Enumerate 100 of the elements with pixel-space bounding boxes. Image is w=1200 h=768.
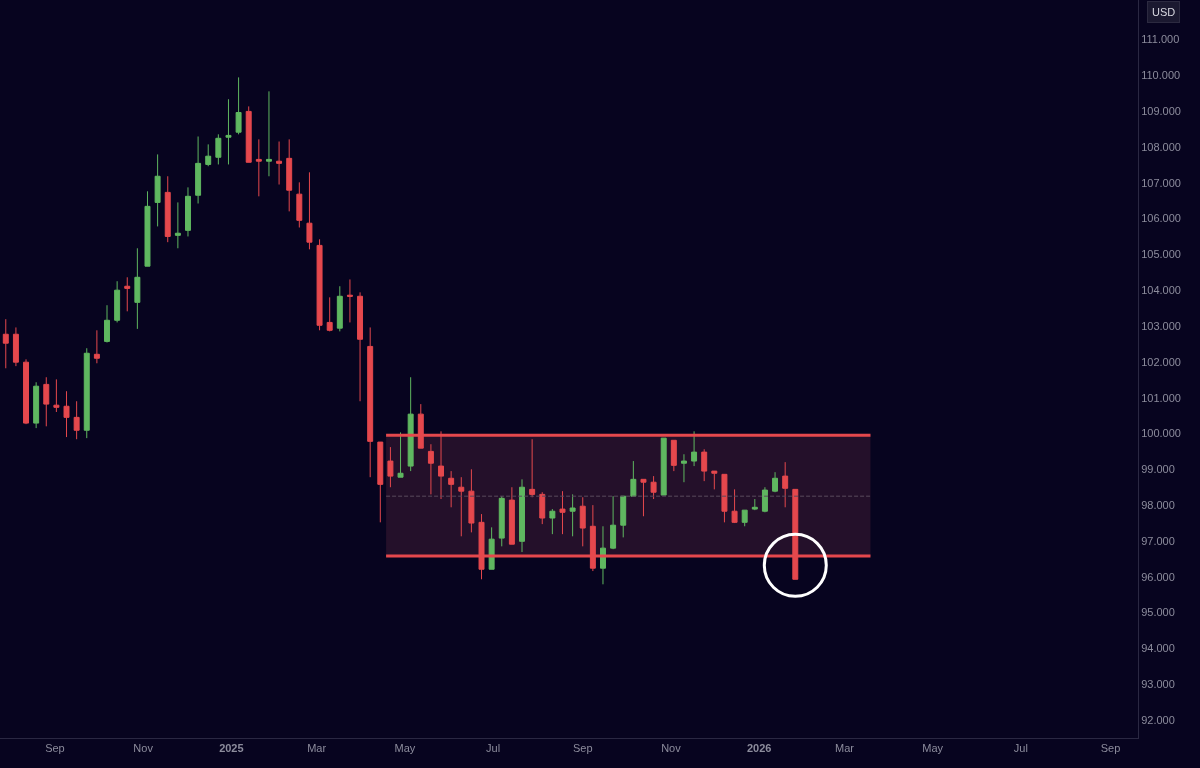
candlestick	[772, 471, 779, 493]
candlestick	[569, 493, 576, 537]
y-tick-label: 93.000	[1141, 678, 1175, 691]
candlestick	[397, 431, 404, 478]
candlestick	[519, 478, 525, 553]
candlestick	[407, 376, 414, 472]
candlestick	[73, 400, 80, 440]
candlestick	[529, 438, 536, 498]
y-tick-label: 109.000	[1141, 104, 1181, 117]
candlestick	[640, 478, 647, 517]
candlestick	[680, 453, 687, 483]
candlestick	[346, 278, 353, 323]
candlestick	[185, 186, 191, 237]
candlestick	[670, 439, 677, 472]
candlestick	[691, 430, 698, 467]
candlestick	[579, 496, 586, 547]
candlestick	[630, 460, 637, 497]
y-tick-label: 92.000	[1141, 713, 1175, 726]
x-tick-label: Mar	[307, 742, 327, 755]
candlestick	[124, 276, 131, 312]
candlestick	[215, 133, 222, 165]
candlestick	[225, 98, 232, 165]
candlestick	[83, 347, 90, 439]
candlestick	[276, 141, 283, 185]
y-tick-label: 94.000	[1141, 642, 1175, 655]
y-tick-label: 95.000	[1141, 606, 1175, 619]
candlestick	[265, 90, 272, 177]
x-tick-label: Jul	[1013, 742, 1028, 755]
y-axis-title: USD	[1152, 6, 1176, 18]
candlestick	[539, 491, 546, 525]
y-tick-label: 102.000	[1141, 355, 1181, 368]
x-tick-label: Nov	[661, 742, 682, 755]
candlestick	[195, 135, 202, 204]
x-tick-label: Sep	[1100, 742, 1121, 755]
candlestick	[53, 378, 60, 413]
candlestick	[782, 461, 789, 508]
y-tick-label: 100.000	[1141, 427, 1181, 440]
candlestick	[174, 201, 181, 249]
candlestick	[488, 526, 495, 570]
x-tick-label: May	[394, 742, 416, 755]
candlestick	[164, 175, 171, 243]
candlestick	[245, 105, 252, 163]
y-tick-label: 103.000	[1141, 319, 1181, 332]
candlestick	[549, 508, 556, 535]
candlestick	[104, 304, 110, 343]
candlestick	[154, 153, 161, 227]
y-tick-label: 111.000	[1141, 33, 1180, 46]
x-tick-label: Sep	[572, 742, 593, 755]
y-tick-label: 97.000	[1141, 534, 1175, 547]
candlestick	[559, 490, 566, 535]
candlestick	[12, 326, 19, 367]
candlestick	[33, 381, 40, 429]
candlestick	[508, 486, 515, 545]
candlestick	[336, 285, 343, 332]
x-tick-label: Sep	[45, 742, 65, 755]
candlestick	[93, 329, 100, 364]
candlestick	[367, 326, 374, 478]
candlestick	[650, 475, 657, 500]
candlestick	[600, 525, 606, 585]
y-tick-label: 98.000	[1141, 498, 1175, 511]
candlestick	[235, 76, 242, 135]
candlestick	[660, 437, 667, 496]
candlestick	[610, 495, 617, 550]
candlestick	[255, 138, 262, 197]
y-tick-label: 99.000	[1141, 463, 1175, 476]
candlestick	[741, 509, 748, 527]
candlestick	[721, 473, 728, 523]
x-tick-label: Nov	[133, 742, 154, 755]
x-tick-label: 2025	[219, 742, 244, 755]
y-tick-label: 108.000	[1141, 140, 1181, 153]
candlestick	[23, 358, 30, 425]
candlestick	[205, 143, 212, 167]
candlestick	[134, 247, 141, 330]
candlestick	[357, 291, 364, 402]
y-tick-label: 106.000	[1141, 212, 1181, 225]
y-tick-label: 104.000	[1141, 284, 1181, 297]
candlestick	[306, 171, 313, 250]
candlestick	[701, 448, 708, 482]
x-tick-label: May	[922, 742, 944, 755]
candlestick	[498, 495, 505, 547]
y-tick-label: 101.000	[1141, 391, 1181, 404]
y-tick-label: 110.000	[1141, 69, 1181, 82]
candlestick	[316, 238, 323, 331]
candlestick	[43, 376, 50, 427]
candlestick	[427, 443, 434, 495]
candlestick	[144, 190, 151, 267]
y-tick-label: 105.000	[1141, 248, 1181, 261]
x-tick-label: Mar	[834, 742, 855, 755]
candlestick	[751, 498, 758, 511]
candlestick	[387, 446, 394, 488]
x-tick-label: 2026	[746, 742, 772, 755]
candlestick	[468, 468, 475, 533]
candlestick	[377, 441, 384, 523]
candlestick	[711, 470, 718, 490]
candlestick	[2, 318, 9, 369]
y-tick-label: 96.000	[1141, 570, 1175, 583]
candlestick	[296, 181, 303, 228]
candlestick	[761, 486, 768, 513]
candlestick	[63, 390, 70, 438]
x-tick-label: Jul	[486, 742, 501, 755]
